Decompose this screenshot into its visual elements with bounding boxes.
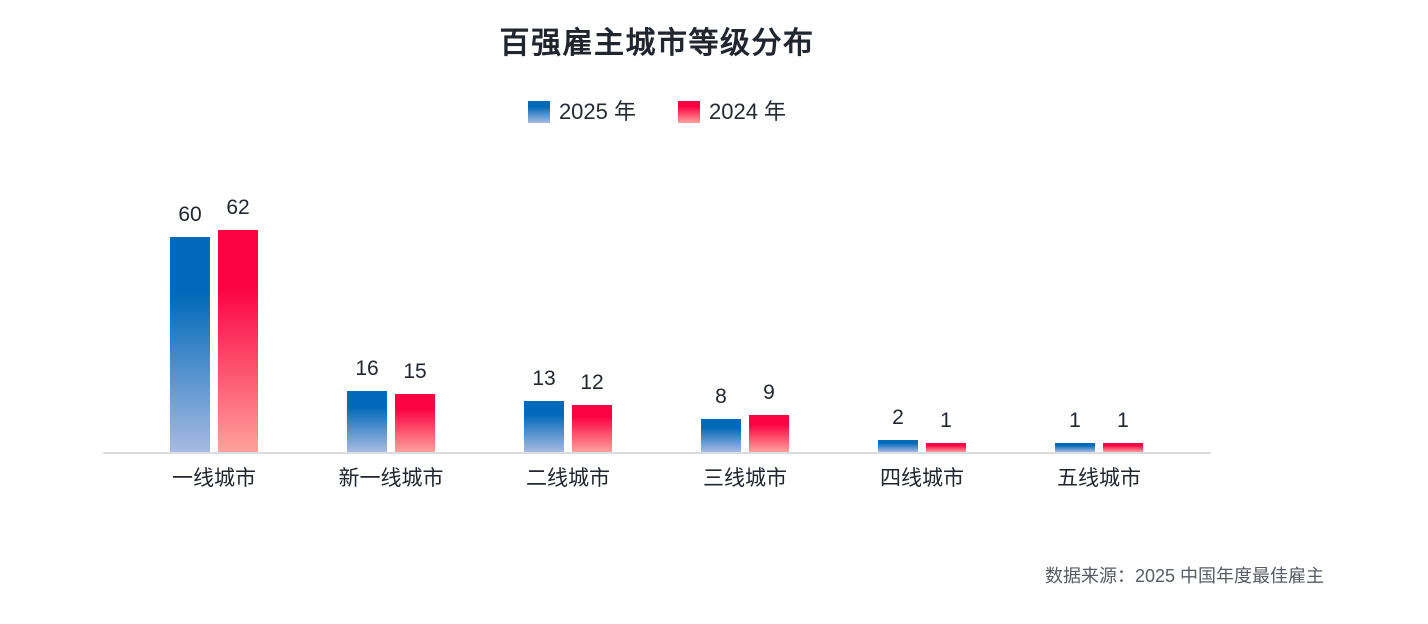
legend-item-2024: 2024 年 <box>678 101 786 123</box>
value-label: 12 <box>580 371 604 394</box>
legend-item-2025: 2025 年 <box>527 99 636 124</box>
value-label: 1 <box>940 409 952 432</box>
value-label: 8 <box>715 385 727 408</box>
bar-series-2024 <box>572 405 612 452</box>
category-label: 二线城市 <box>526 467 610 490</box>
x-axis-line <box>103 452 1211 454</box>
legend: 2025 年 2024 年 <box>103 101 1211 123</box>
category-axis-labels: 一线城市 新一线城市 二线城市 三线城市 四线城市 五线城市 <box>103 467 1211 499</box>
legend-swatch-2024-icon <box>678 101 700 123</box>
category-label: 五线城市 <box>1057 467 1141 490</box>
category-label: 新一线城市 <box>338 467 444 490</box>
legend-label-2024: 2024 年 <box>709 99 787 124</box>
bar-series-2025 <box>524 401 564 452</box>
bar-series-2025 <box>701 419 741 452</box>
bar-series-2024 <box>218 230 258 452</box>
bar-series-2024 <box>749 415 789 452</box>
data-source: 数据来源：2025 中国年度最佳雇主 <box>1044 566 1324 586</box>
value-label: 13 <box>532 367 556 390</box>
category-label: 一线城市 <box>172 467 256 490</box>
value-label: 60 <box>178 203 202 226</box>
category-label: 四线城市 <box>880 467 964 490</box>
bar-series-2025 <box>347 391 387 452</box>
bar-series-2025 <box>170 237 210 452</box>
value-label: 1 <box>1117 409 1129 432</box>
bar-series-2024 <box>1103 443 1143 452</box>
bar-series-2025 <box>1055 443 1095 452</box>
plot-area: 60 62 16 15 13 12 8 9 2 1 1 1 <box>103 0 1211 452</box>
bar-series-2025 <box>878 440 918 452</box>
legend-label-2025: 2025 年 <box>558 99 636 124</box>
value-label: 1 <box>1069 409 1081 432</box>
value-label: 16 <box>355 357 379 380</box>
value-label: 15 <box>403 360 427 383</box>
value-label: 9 <box>763 381 775 404</box>
chart-title: 百强雇主城市等级分布 <box>499 27 815 60</box>
legend-swatch-2025-icon <box>527 101 550 123</box>
value-label: 62 <box>226 196 250 219</box>
category-label: 三线城市 <box>703 467 787 490</box>
value-label: 2 <box>892 406 904 429</box>
bar-series-2024 <box>395 394 435 452</box>
bar-series-2024 <box>926 443 966 452</box>
